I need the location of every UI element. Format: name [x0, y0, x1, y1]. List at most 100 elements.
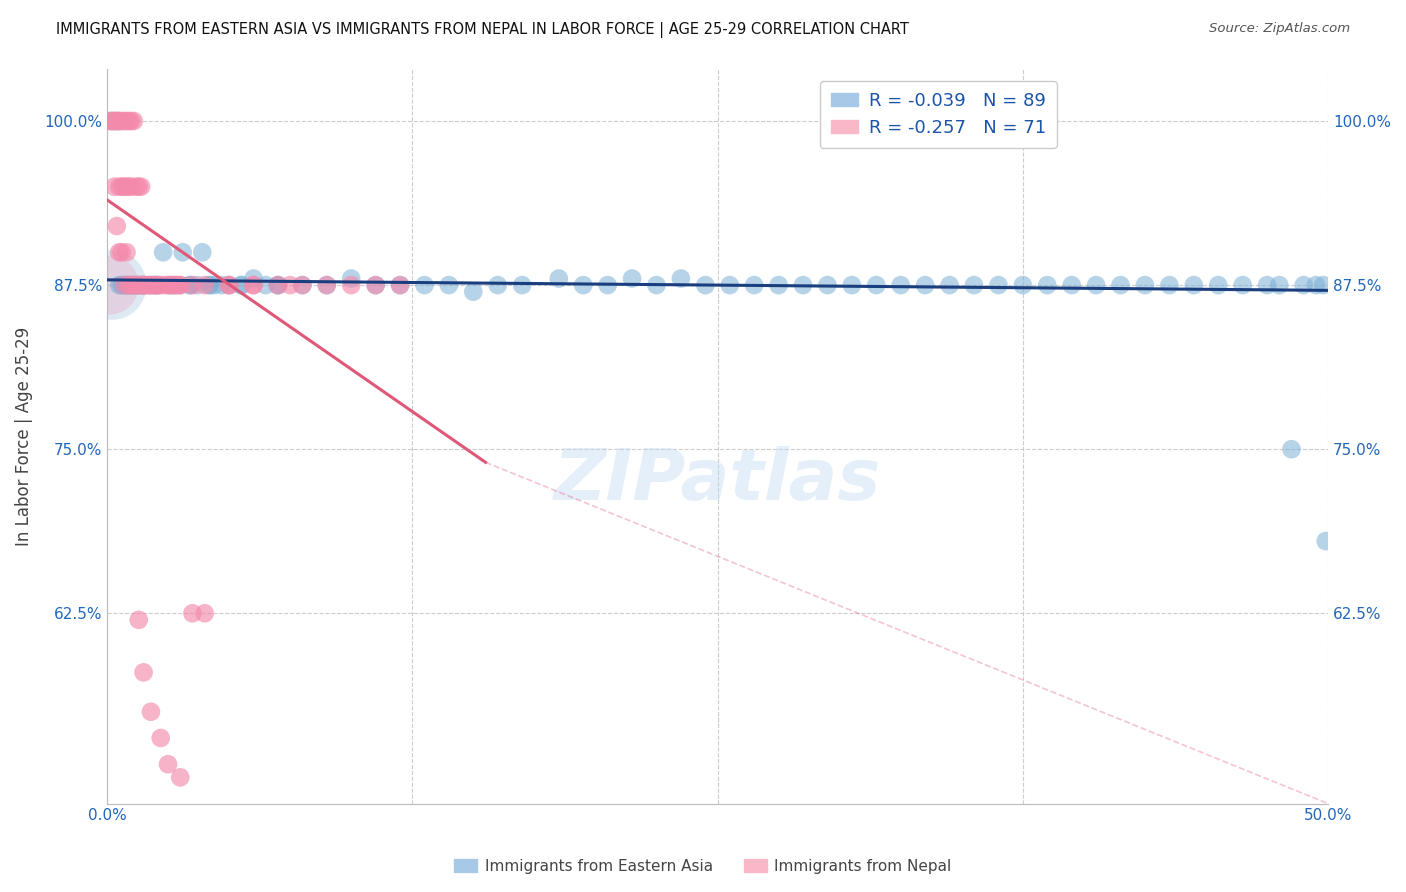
Point	[179, 278, 201, 293]
Point	[145, 278, 167, 293]
Point	[105, 114, 128, 128]
Point	[157, 278, 180, 293]
Point	[111, 179, 134, 194]
Point	[817, 278, 839, 293]
Point	[108, 278, 131, 293]
Point	[963, 278, 986, 293]
Point	[1268, 278, 1291, 293]
Point	[792, 278, 814, 293]
Point	[547, 271, 569, 285]
Point	[120, 179, 142, 194]
Point	[463, 285, 485, 299]
Point	[198, 278, 221, 293]
Point	[118, 114, 141, 128]
Point	[115, 278, 138, 293]
Point	[108, 245, 131, 260]
Point	[166, 278, 188, 293]
Point	[155, 278, 177, 293]
Point	[413, 278, 436, 293]
Point	[211, 278, 233, 293]
Point	[242, 271, 264, 285]
Point	[267, 278, 290, 293]
Point	[149, 731, 172, 745]
Point	[118, 278, 141, 293]
Point	[364, 278, 387, 293]
Legend: Immigrants from Eastern Asia, Immigrants from Nepal: Immigrants from Eastern Asia, Immigrants…	[449, 853, 957, 880]
Point	[122, 278, 145, 293]
Point	[101, 114, 124, 128]
Point	[112, 278, 135, 293]
Point	[157, 757, 180, 772]
Point	[132, 278, 155, 293]
Point	[118, 179, 141, 194]
Text: ZIPatlas: ZIPatlas	[554, 446, 882, 515]
Point	[111, 278, 134, 293]
Point	[1232, 278, 1254, 293]
Point	[1206, 278, 1229, 293]
Point	[139, 705, 162, 719]
Point	[621, 271, 644, 285]
Point	[1085, 278, 1108, 293]
Point	[938, 278, 960, 293]
Point	[108, 114, 131, 128]
Point	[128, 179, 150, 194]
Point	[186, 278, 208, 293]
Point	[125, 278, 148, 293]
Point	[115, 114, 138, 128]
Point	[169, 770, 191, 784]
Point	[218, 278, 240, 293]
Point	[291, 278, 314, 293]
Point	[198, 278, 221, 293]
Point	[132, 278, 155, 293]
Point	[1256, 278, 1278, 293]
Point	[194, 607, 217, 621]
Point	[145, 278, 167, 293]
Point	[159, 278, 181, 293]
Point	[204, 278, 226, 293]
Point	[105, 114, 128, 128]
Point	[340, 278, 363, 293]
Point	[152, 245, 174, 260]
Point	[340, 271, 363, 285]
Point	[1036, 278, 1059, 293]
Point	[115, 278, 138, 293]
Point	[128, 278, 150, 293]
Point	[242, 278, 264, 293]
Point	[1060, 278, 1083, 293]
Point	[1312, 278, 1334, 293]
Point	[122, 114, 145, 128]
Point	[865, 278, 887, 293]
Point	[841, 278, 863, 293]
Point	[165, 278, 187, 293]
Point	[165, 278, 187, 293]
Point	[218, 278, 240, 293]
Point	[148, 278, 170, 293]
Point	[101, 114, 124, 128]
Point	[139, 278, 162, 293]
Point	[742, 278, 765, 293]
Point	[1011, 278, 1033, 293]
Point	[138, 278, 160, 293]
Point	[254, 278, 277, 293]
Point	[112, 278, 135, 293]
Legend: R = -0.039   N = 89, R = -0.257   N = 71: R = -0.039 N = 89, R = -0.257 N = 71	[820, 81, 1056, 148]
Point	[111, 245, 134, 260]
Point	[129, 278, 152, 293]
Point	[115, 179, 138, 194]
Point	[194, 278, 217, 293]
Point	[122, 278, 145, 293]
Point	[191, 245, 214, 260]
Point	[169, 278, 191, 293]
Point	[105, 219, 128, 233]
Point	[389, 278, 412, 293]
Point	[218, 278, 240, 293]
Point	[278, 278, 301, 293]
Y-axis label: In Labor Force | Age 25-29: In Labor Force | Age 25-29	[15, 326, 32, 546]
Point	[103, 114, 125, 128]
Point	[148, 278, 170, 293]
Point	[128, 278, 150, 293]
Point	[115, 245, 138, 260]
Point	[103, 114, 125, 128]
Point	[118, 278, 141, 293]
Point	[98, 114, 121, 128]
